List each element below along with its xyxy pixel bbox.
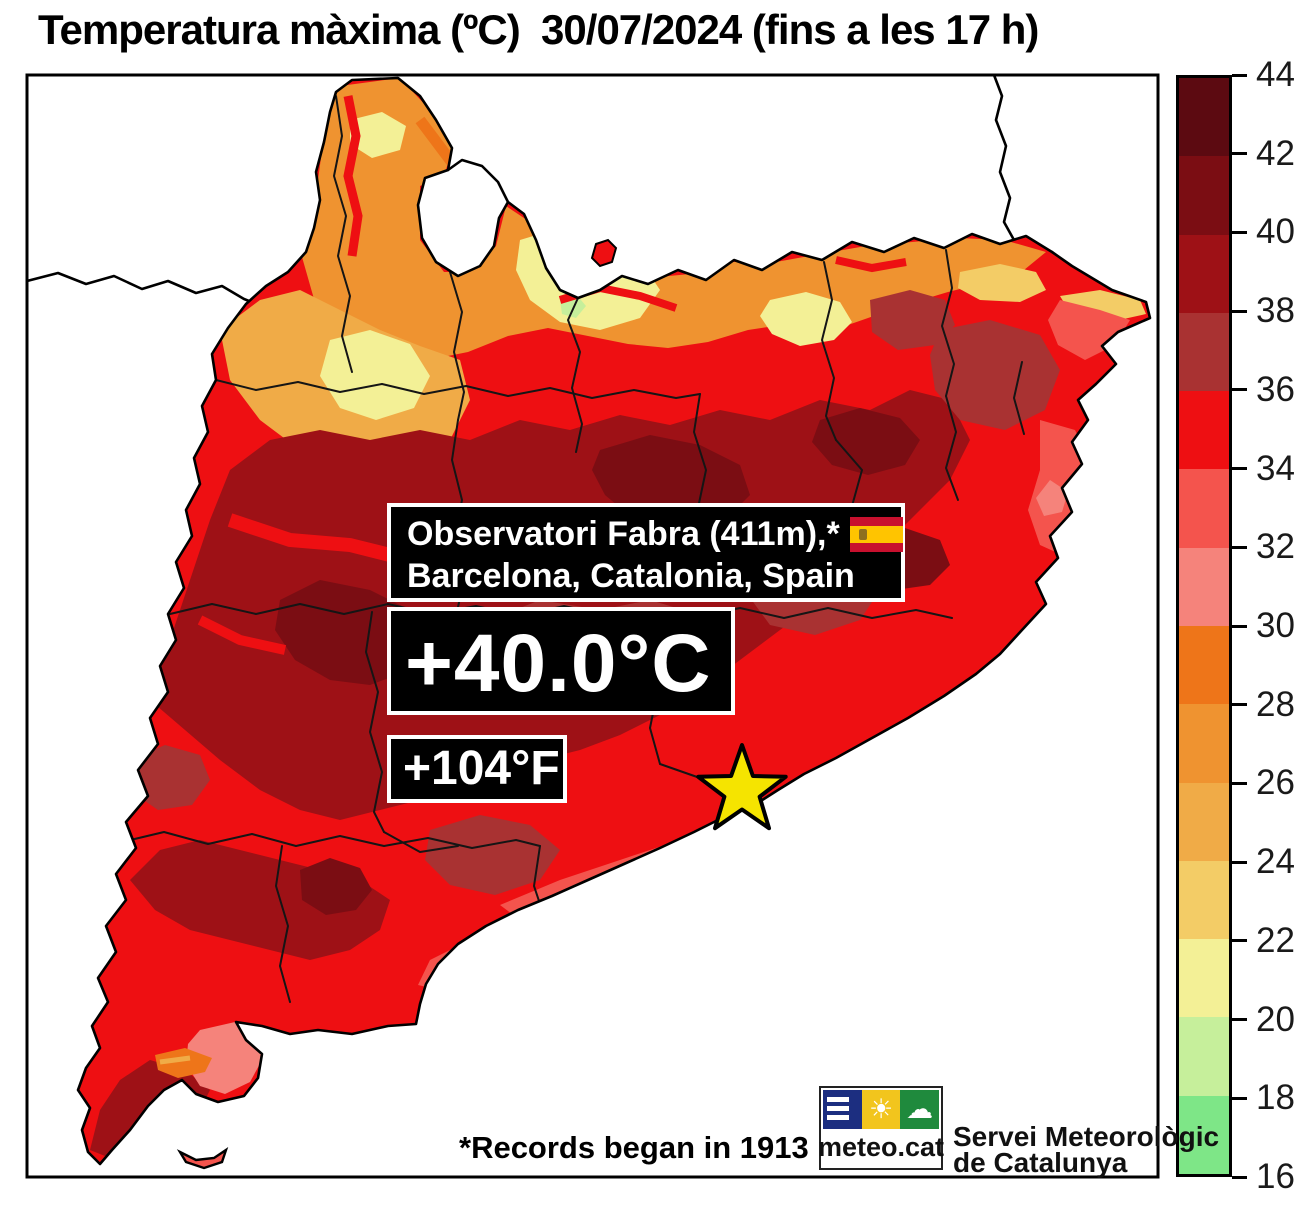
org-name: Servei Meteorològic de Catalunya bbox=[953, 1124, 1219, 1176]
colorbar-tick bbox=[1232, 1176, 1247, 1179]
temperature-fahrenheit-box: +104°F bbox=[387, 735, 567, 803]
station-name: Observatori Fabra (411m),* bbox=[407, 513, 840, 555]
colorbar-segment bbox=[1179, 313, 1229, 391]
colorbar-tick bbox=[1232, 939, 1247, 942]
colorbar-tick-label: 28 bbox=[1256, 687, 1295, 723]
colorbar-tick bbox=[1232, 1097, 1247, 1100]
colorbar-tick-label: 42 bbox=[1256, 136, 1295, 172]
llivia-enclave bbox=[592, 240, 616, 266]
meteocat-wordmark: meteo.cat bbox=[823, 1129, 939, 1166]
colorbar-tick-label: 24 bbox=[1256, 844, 1295, 880]
colorbar-tick bbox=[1232, 625, 1247, 628]
colorbar-segment bbox=[1179, 548, 1229, 626]
colorbar-segment bbox=[1179, 939, 1229, 1017]
colorbar-tick-label: 30 bbox=[1256, 608, 1295, 644]
temperature-celsius-value: +40.0°C bbox=[405, 618, 712, 709]
colorbar-segment bbox=[1179, 156, 1229, 234]
colorbar-segment bbox=[1179, 391, 1229, 469]
colorbar-tick bbox=[1232, 1018, 1247, 1021]
colorbar-tick bbox=[1232, 231, 1247, 234]
colorbar-segment bbox=[1179, 704, 1229, 782]
colorbar-tick bbox=[1232, 782, 1247, 785]
colorbar-tick bbox=[1232, 388, 1247, 391]
menu-bars-icon bbox=[827, 1097, 849, 1124]
colorbar-tick-label: 40 bbox=[1256, 214, 1295, 250]
cloud-icon: ☁ bbox=[906, 1096, 933, 1123]
colorbar-tick bbox=[1232, 703, 1247, 706]
colorbar-segment bbox=[1179, 783, 1229, 861]
meteocat-logo: ☀ ☁ meteo.cat bbox=[819, 1086, 943, 1170]
colorbar-tick bbox=[1232, 310, 1247, 313]
colorbar-segment bbox=[1179, 626, 1229, 704]
records-footnote: *Records began in 1913 bbox=[459, 1130, 809, 1166]
colorbar-tick bbox=[1232, 546, 1247, 549]
logo-cloud-square: ☁ bbox=[900, 1090, 939, 1129]
temperature-colorbar bbox=[1176, 75, 1232, 1177]
org-name-line2: de Catalunya bbox=[953, 1150, 1219, 1176]
colorbar-tick-label: 36 bbox=[1256, 372, 1295, 408]
colorbar-segment bbox=[1179, 235, 1229, 313]
colorbar-tick-label: 18 bbox=[1256, 1080, 1295, 1116]
colorbar-tick bbox=[1232, 74, 1247, 77]
weather-map-page: Temperatura màxima (ºC) 30/07/2024 (fins… bbox=[0, 0, 1316, 1210]
colorbar-segment bbox=[1179, 78, 1229, 156]
colorbar-segment bbox=[1179, 1017, 1229, 1095]
temperature-fahrenheit-value: +104°F bbox=[403, 742, 560, 795]
colorbar-tick-label: 20 bbox=[1256, 1002, 1295, 1038]
colorbar-tick-label: 34 bbox=[1256, 451, 1295, 487]
colorbar-tick-label: 38 bbox=[1256, 293, 1295, 329]
colorbar-tick bbox=[1232, 467, 1247, 470]
colorbar-segment bbox=[1179, 861, 1229, 939]
station-info-box: Observatori Fabra (411m),* Barcelona, Ca… bbox=[387, 503, 905, 602]
colorbar-tick-label: 26 bbox=[1256, 765, 1295, 801]
logo-menu-square bbox=[823, 1090, 862, 1129]
colorbar-tick-label: 22 bbox=[1256, 923, 1295, 959]
temperature-celsius-box: +40.0°C bbox=[387, 607, 735, 715]
colorbar-tick-label: 44 bbox=[1256, 57, 1295, 93]
station-place: Barcelona, Catalonia, Spain bbox=[407, 555, 889, 597]
flag-emblem bbox=[859, 529, 867, 540]
spain-flag-icon bbox=[850, 517, 903, 552]
sun-icon: ☀ bbox=[869, 1096, 893, 1123]
colorbar-tick bbox=[1232, 152, 1247, 155]
colorbar-segment bbox=[1179, 469, 1229, 547]
colorbar-tick-label: 16 bbox=[1256, 1159, 1295, 1195]
temperature-map-svg bbox=[0, 0, 1316, 1210]
colorbar-tick-label: 32 bbox=[1256, 529, 1295, 565]
logo-sun-square: ☀ bbox=[862, 1090, 901, 1129]
colorbar-tick bbox=[1232, 861, 1247, 864]
